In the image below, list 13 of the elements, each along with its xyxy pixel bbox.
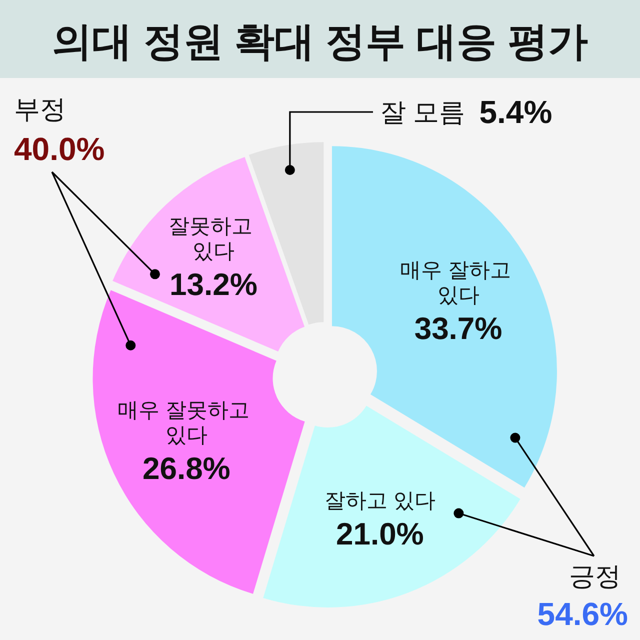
- slice-label: 잘 모름: [380, 97, 466, 127]
- text: 부정 40.0%: [14, 94, 105, 167]
- slice-label: 매우 잘하고 있다: [400, 258, 517, 307]
- slice-label: 잘못하고 있다: [168, 215, 258, 264]
- data-label: 33.7%: [414, 310, 502, 346]
- text: 긍정 54.6%: [537, 561, 628, 632]
- data-label: 26.8%: [142, 450, 230, 486]
- data-label: 5.4%: [479, 94, 552, 130]
- data-label: 21.0%: [336, 516, 424, 552]
- data-label: 13.2%: [170, 267, 258, 302]
- slice-label: 잘하고 있다: [324, 489, 436, 512]
- slice-label: 매우 잘못하고 있다: [118, 398, 256, 447]
- chart-title: 의대 정원 확대 정부 대응 평가: [52, 20, 588, 64]
